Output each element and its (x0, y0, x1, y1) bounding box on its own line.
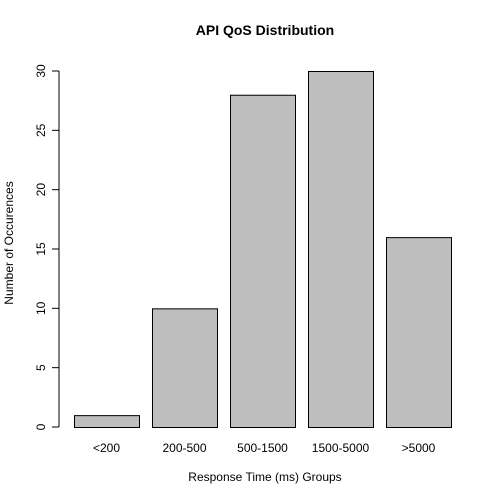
y-tick-label: 15 (34, 242, 48, 256)
chart-title: API QoS Distribution (196, 22, 334, 38)
x-tick-label: 500-1500 (237, 441, 288, 455)
x-tick-label: 1500-5000 (312, 441, 370, 455)
y-tick-label: 25 (34, 123, 48, 137)
x-tick-labels: <200 200-500 500-1500 1500-5000 >5000 (93, 441, 436, 455)
bar-4 (386, 237, 452, 428)
x-tick-label: 200-500 (162, 441, 206, 455)
bar-2 (230, 94, 296, 428)
bar-0 (74, 415, 140, 428)
y-tick-label: 5 (34, 364, 48, 371)
y-tick-label: 10 (34, 301, 48, 315)
x-axis-label: Response Time (ms) Groups (188, 470, 341, 484)
x-tick-label: >5000 (402, 441, 436, 455)
y-axis-label: Number of Occurences (2, 181, 16, 304)
x-tick-label: <200 (93, 441, 120, 455)
bar-1 (152, 308, 218, 429)
bar-3 (308, 71, 374, 428)
y-tick-label: 0 (34, 423, 48, 430)
bars (74, 71, 452, 429)
y-tick-label: 30 (34, 64, 48, 78)
y-axis: 0 5 10 15 20 25 30 (34, 64, 60, 430)
y-tick-label: 20 (34, 183, 48, 197)
